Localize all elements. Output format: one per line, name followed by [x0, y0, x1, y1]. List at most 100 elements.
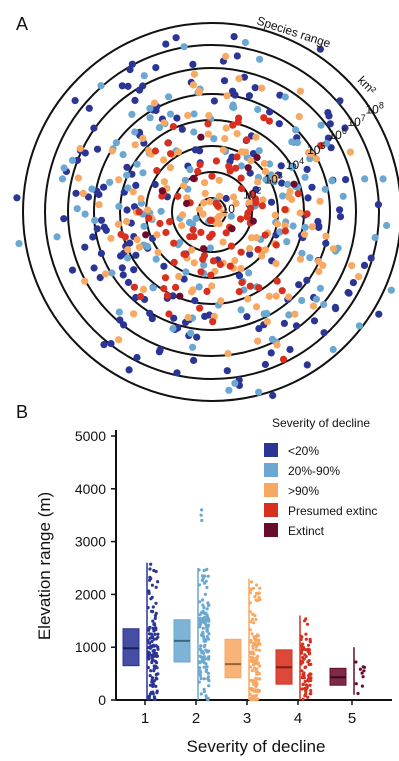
box-1 — [122, 628, 140, 667]
ring-label-4: 104 — [286, 156, 304, 172]
species-point — [285, 311, 293, 319]
species-point — [139, 285, 148, 293]
species-point — [167, 150, 175, 158]
species-point — [128, 60, 136, 68]
jitter-point — [309, 689, 313, 693]
jitter-point — [155, 677, 159, 681]
ring-label-8: 108 — [366, 101, 384, 117]
species-point — [329, 345, 337, 354]
jitter-point — [306, 643, 311, 647]
x-tick-label: 3 — [243, 710, 251, 727]
jitter-point — [248, 591, 252, 595]
jitter-point — [202, 687, 206, 691]
jitter-point — [258, 664, 262, 668]
jitter-point — [206, 637, 210, 641]
jitter-point — [148, 567, 152, 571]
species-point — [139, 169, 147, 177]
species-point — [209, 257, 218, 265]
jitter-point — [147, 657, 151, 661]
species-point — [188, 246, 196, 254]
species-point — [102, 226, 110, 234]
jitter-point — [257, 638, 261, 642]
species-point — [165, 93, 173, 101]
jitter-point — [253, 614, 257, 618]
jitter-point — [249, 587, 253, 591]
species-point — [60, 215, 68, 223]
species-point — [189, 343, 197, 351]
species-point — [253, 303, 261, 311]
species-point — [289, 222, 297, 230]
species-point — [260, 310, 268, 318]
jitter-point — [254, 639, 258, 643]
species-point — [118, 82, 126, 90]
species-point — [95, 201, 103, 209]
species-point — [189, 174, 197, 182]
species-point — [206, 216, 214, 224]
species-point — [81, 243, 89, 251]
species-point — [124, 184, 132, 192]
jitter-point — [309, 672, 313, 676]
species-point — [229, 87, 237, 95]
jitter-point — [147, 589, 151, 593]
jitter-point — [198, 672, 202, 676]
legend-item: Presumed extinc — [288, 504, 377, 518]
jitter-point — [152, 622, 156, 626]
species-point — [107, 234, 115, 242]
species-point — [97, 82, 105, 90]
jitter-point — [254, 598, 258, 602]
jitter-point — [148, 625, 152, 629]
jitter-point — [154, 684, 158, 689]
species-point — [217, 297, 225, 305]
legend: Severity of decline <20% 20%-90% >90% Presum… — [264, 416, 377, 538]
species-point — [176, 292, 184, 300]
species-point — [13, 194, 21, 202]
jitter-point — [154, 644, 158, 648]
species-point — [115, 308, 123, 316]
outlier-point — [200, 508, 204, 512]
species-point — [247, 157, 255, 165]
species-point — [296, 209, 304, 217]
species-point — [128, 110, 136, 118]
jitter-point — [360, 671, 364, 675]
jitter-point — [199, 692, 203, 696]
species-point — [267, 349, 275, 357]
jitter-point — [156, 632, 160, 636]
species-point — [326, 120, 334, 128]
species-point — [301, 173, 309, 181]
species-point — [201, 179, 209, 187]
ring-label-6: 106 — [329, 126, 347, 142]
jitter-point — [205, 567, 209, 572]
species-point — [146, 104, 154, 112]
y-tick-label: 2000 — [75, 586, 106, 602]
jitter-point — [207, 678, 211, 683]
species-point — [296, 255, 305, 263]
jitter-point — [154, 611, 158, 616]
species-point — [312, 155, 320, 163]
species-point — [246, 250, 254, 258]
species-point — [252, 133, 260, 141]
species-point — [178, 125, 186, 133]
species-point — [97, 249, 105, 257]
jitter-point — [308, 640, 312, 644]
jitter-point — [147, 654, 151, 658]
species-point — [175, 272, 183, 280]
species-point — [143, 243, 152, 251]
species-point — [237, 174, 245, 182]
jitter-point — [152, 695, 156, 699]
species-point — [96, 274, 104, 282]
jitter-point — [147, 591, 151, 596]
species-point — [162, 40, 170, 48]
jitter-point — [249, 620, 253, 624]
jitter-point — [255, 583, 259, 587]
species-point — [140, 222, 148, 230]
species-point — [131, 128, 139, 136]
species-point — [293, 139, 302, 147]
jitter-point — [197, 583, 201, 587]
species-point — [312, 295, 320, 303]
jitter-point — [250, 617, 255, 621]
jitter-point — [300, 687, 304, 691]
species-point — [190, 70, 198, 78]
species-point — [100, 341, 108, 349]
species-point — [298, 296, 306, 305]
jitter-point — [303, 679, 307, 684]
